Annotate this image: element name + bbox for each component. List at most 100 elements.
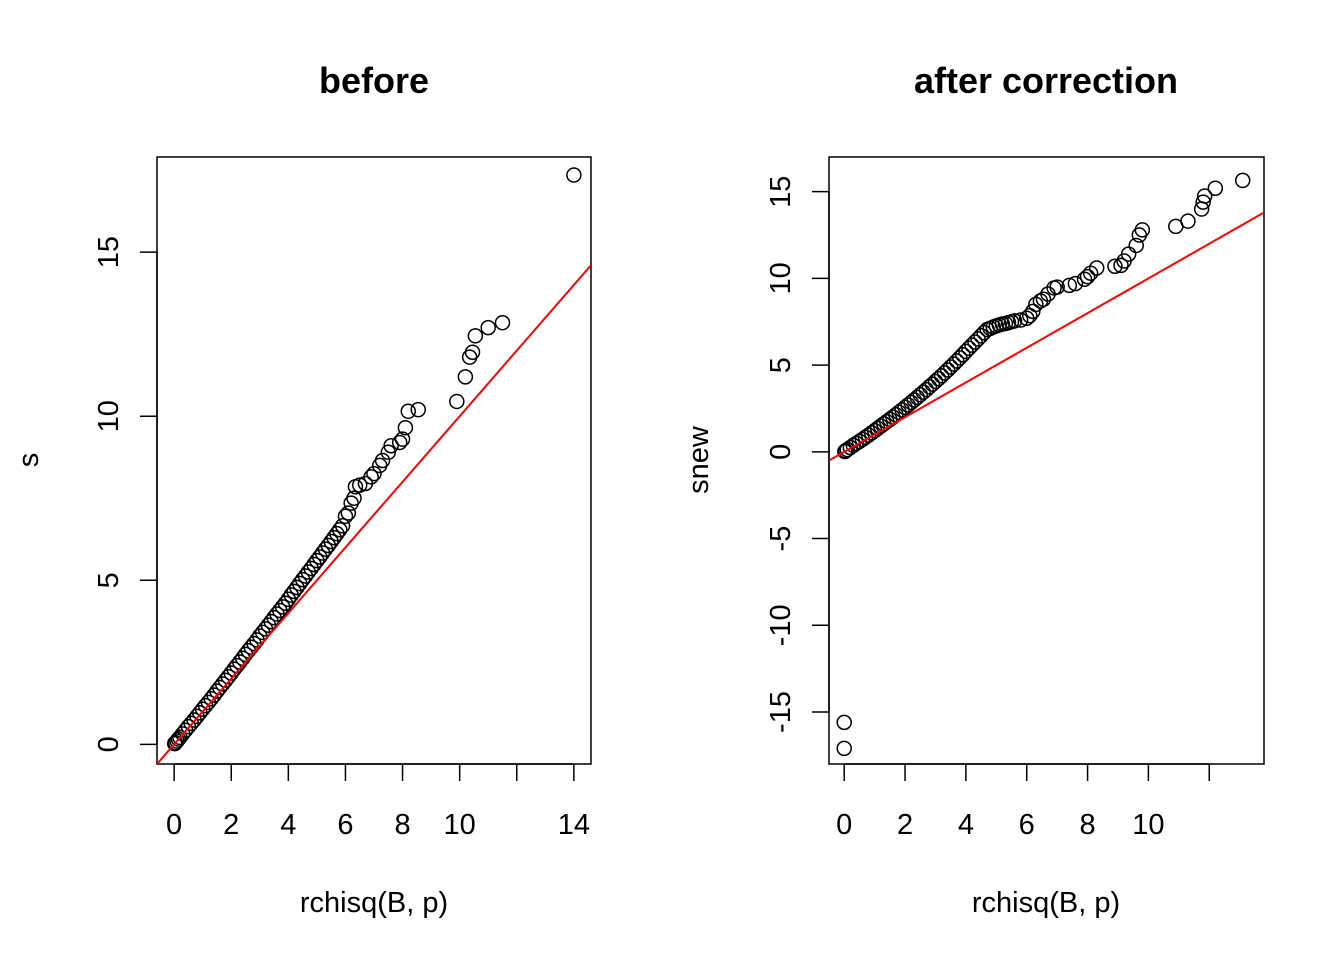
- x-tick-label: 6: [1019, 809, 1035, 841]
- data-point: [410, 401, 427, 418]
- x-tick-label: 10: [1132, 809, 1164, 841]
- y-tick-label: 10: [765, 262, 797, 294]
- x-tick-label: 14: [558, 809, 590, 841]
- data-point: [277, 595, 294, 611]
- chart-title: after correction: [914, 60, 1178, 101]
- data-point: [337, 508, 354, 525]
- panel-before: before rchisq(B, p) s 0 2 4 6 8 10 14 0 5 10 15: [13, 60, 592, 919]
- data-point: [346, 490, 362, 506]
- data-point: [457, 369, 474, 385]
- data-point: [1207, 180, 1224, 196]
- data-point: [363, 469, 379, 485]
- data-point: [383, 437, 399, 454]
- y-tick-label: 15: [93, 236, 125, 268]
- data-point: [329, 525, 345, 542]
- x-tick-label: 0: [836, 809, 852, 841]
- data-point: [323, 533, 339, 550]
- data-point: [942, 359, 959, 375]
- data-point: [480, 319, 496, 336]
- x-tick-label: 2: [223, 809, 239, 841]
- data-point: [939, 362, 956, 378]
- data-point: [1234, 172, 1251, 189]
- data-point: [1035, 291, 1052, 307]
- data-point: [343, 495, 359, 511]
- y-tick-label: -10: [765, 604, 797, 646]
- data-point: [1028, 296, 1044, 313]
- data-point: [1134, 222, 1151, 238]
- data-point: [391, 434, 408, 451]
- data-point: [449, 393, 465, 410]
- data-point: [1061, 277, 1078, 294]
- data-point: [1107, 258, 1123, 275]
- x-axis-label: rchisq(B, p): [300, 887, 448, 919]
- data-point: [933, 368, 950, 384]
- y-tick-label: 5: [93, 572, 125, 588]
- data-point: [286, 583, 302, 600]
- data-point: [340, 505, 357, 521]
- reference-line: [157, 264, 591, 764]
- data-point: [1079, 268, 1096, 285]
- data-point: [930, 370, 947, 387]
- data-point: [461, 349, 478, 365]
- x-tick-label: 2: [897, 809, 913, 841]
- data-point: [320, 537, 337, 554]
- data-point: [1012, 312, 1029, 328]
- y-tick-label: 0: [765, 444, 797, 460]
- data-point: [1006, 313, 1023, 329]
- x-tick-label: 8: [1079, 809, 1095, 841]
- y-axis-label: snew: [683, 425, 715, 494]
- x-axis: 0 2 4 6 8 10 14: [166, 763, 590, 841]
- data-point: [1180, 213, 1196, 229]
- data-point: [1195, 194, 1211, 210]
- data-point: [289, 579, 305, 596]
- data-point: [1049, 279, 1065, 295]
- y-tick-label: -5: [765, 526, 797, 552]
- y-axis: -15 -10 -5 0 5 10 15: [765, 176, 830, 733]
- data-point: [334, 518, 351, 534]
- data-point: [1128, 237, 1144, 254]
- x-tick-label: 4: [958, 809, 974, 841]
- data-point: [380, 444, 397, 461]
- data-point: [1082, 265, 1099, 281]
- data-point: [836, 740, 852, 757]
- data-point: [1196, 188, 1213, 204]
- data-point: [1067, 275, 1084, 292]
- data-point: [366, 465, 382, 482]
- data-point: [566, 167, 582, 183]
- data-point: [918, 381, 935, 398]
- y-axis-label: s: [13, 453, 45, 468]
- data-point: [303, 560, 319, 577]
- x-tick-label: 0: [166, 809, 182, 841]
- data-point: [936, 365, 953, 381]
- data-point: [467, 328, 484, 344]
- data-point: [394, 431, 411, 447]
- x-tick-label: 10: [444, 809, 476, 841]
- chart-title: before: [319, 60, 429, 101]
- x-tick-label: 6: [337, 809, 353, 841]
- x-axis-label: rchisq(B, p): [972, 887, 1120, 919]
- data-point: [1025, 303, 1041, 320]
- y-tick-label: 10: [93, 400, 125, 432]
- data-point: [374, 452, 391, 469]
- data-point: [1088, 260, 1105, 276]
- reference-line: [829, 211, 1264, 462]
- data-point: [331, 521, 348, 538]
- y-axis: 0 5 10 15: [93, 236, 158, 752]
- data-points: [166, 167, 582, 752]
- y-tick-label: 0: [93, 736, 125, 752]
- data-point: [397, 419, 414, 436]
- x-axis: 0 2 4 6 8 10: [836, 763, 1210, 841]
- data-point: [837, 443, 854, 459]
- data-point: [464, 344, 481, 360]
- data-point: [326, 529, 342, 546]
- data-point: [280, 591, 297, 608]
- x-tick-label: 4: [280, 809, 296, 841]
- data-point: [836, 714, 852, 731]
- y-tick-label: 15: [765, 176, 797, 208]
- data-points: [836, 172, 1251, 757]
- data-point: [312, 549, 328, 565]
- data-point: [400, 403, 417, 420]
- plot-frame: [828, 156, 1265, 765]
- data-point: [1120, 246, 1137, 262]
